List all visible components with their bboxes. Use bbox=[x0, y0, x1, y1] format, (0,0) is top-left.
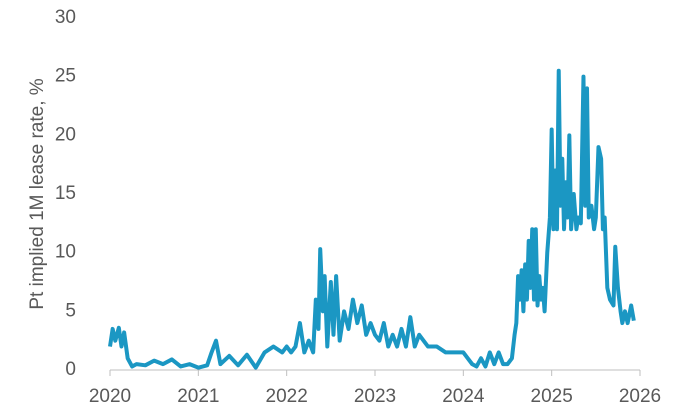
y-tick-label: 25 bbox=[55, 66, 76, 87]
y-tick-label: 10 bbox=[55, 242, 76, 263]
x-tick-label: 2026 bbox=[619, 386, 661, 407]
x-tick-label: 2023 bbox=[354, 386, 396, 407]
y-tick-label: 30 bbox=[55, 7, 76, 28]
x-tick-label: 2022 bbox=[266, 386, 308, 407]
y-axis-label: Pt implied 1M lease rate, % bbox=[27, 78, 48, 309]
y-tick-label: 15 bbox=[55, 183, 76, 204]
y-tick-label: 20 bbox=[55, 124, 76, 145]
x-tick-label: 2021 bbox=[177, 386, 219, 407]
x-tick-label: 2024 bbox=[442, 386, 485, 407]
x-tick-label: 2020 bbox=[89, 386, 131, 407]
x-tick-label: 2025 bbox=[531, 386, 573, 407]
y-tick-label: 5 bbox=[65, 300, 76, 321]
data-line bbox=[108, 68, 636, 370]
y-tick-label: 0 bbox=[65, 359, 76, 380]
